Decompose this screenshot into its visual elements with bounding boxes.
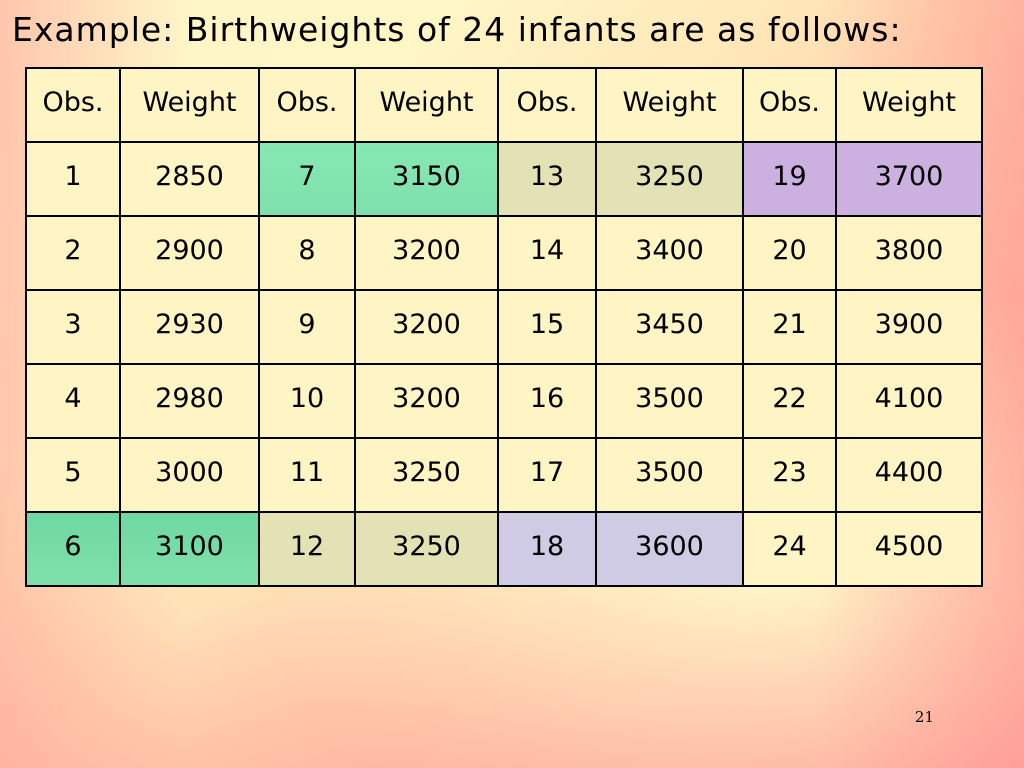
obs-cell: 8 xyxy=(258,215,356,291)
table-row: 6 3100 12 3250 18 3600 24 4500 xyxy=(25,511,983,587)
obs-cell: 13 xyxy=(497,141,597,217)
table-row: 5 3000 11 3250 17 3500 23 4400 xyxy=(25,437,983,513)
obs-cell: 6 xyxy=(25,511,121,587)
weight-cell: 2850 xyxy=(119,141,260,217)
weight-cell: 2900 xyxy=(119,215,260,291)
table-header-row: Obs. Weight Obs. Weight Obs. Weight Obs.… xyxy=(25,67,983,143)
obs-cell: 3 xyxy=(25,289,121,365)
birthweight-table: Obs. Weight Obs. Weight Obs. Weight Obs.… xyxy=(25,67,983,587)
weight-cell: 3800 xyxy=(835,215,983,291)
header-obs: Obs. xyxy=(497,67,597,143)
obs-cell: 16 xyxy=(497,363,597,439)
weight-cell: 3500 xyxy=(595,437,744,513)
weight-cell: 3150 xyxy=(354,141,499,217)
obs-cell: 23 xyxy=(742,437,837,513)
header-obs: Obs. xyxy=(25,67,121,143)
obs-cell: 9 xyxy=(258,289,356,365)
obs-cell: 15 xyxy=(497,289,597,365)
weight-cell: 3000 xyxy=(119,437,260,513)
obs-cell: 1 xyxy=(25,141,121,217)
header-obs: Obs. xyxy=(742,67,837,143)
obs-cell: 24 xyxy=(742,511,837,587)
weight-cell: 3250 xyxy=(595,141,744,217)
weight-cell: 3200 xyxy=(354,215,499,291)
table-row: 4 2980 10 3200 16 3500 22 4100 xyxy=(25,363,983,439)
obs-cell: 11 xyxy=(258,437,356,513)
weight-cell: 3900 xyxy=(835,289,983,365)
slide-title: Example: Birthweights of 24 infants are … xyxy=(12,10,902,49)
obs-cell: 19 xyxy=(742,141,837,217)
obs-cell: 14 xyxy=(497,215,597,291)
weight-cell: 3400 xyxy=(595,215,744,291)
header-weight: Weight xyxy=(119,67,260,143)
weight-cell: 3250 xyxy=(354,511,499,587)
weight-cell: 2980 xyxy=(119,363,260,439)
table-row: 1 2850 7 3150 13 3250 19 3700 xyxy=(25,141,983,217)
obs-cell: 2 xyxy=(25,215,121,291)
weight-cell: 3450 xyxy=(595,289,744,365)
weight-cell: 3250 xyxy=(354,437,499,513)
header-weight: Weight xyxy=(595,67,744,143)
weight-cell: 3600 xyxy=(595,511,744,587)
obs-cell: 12 xyxy=(258,511,356,587)
weight-cell: 3200 xyxy=(354,289,499,365)
header-obs: Obs. xyxy=(258,67,356,143)
obs-cell: 20 xyxy=(742,215,837,291)
obs-cell: 10 xyxy=(258,363,356,439)
header-weight: Weight xyxy=(354,67,499,143)
weight-cell: 3500 xyxy=(595,363,744,439)
obs-cell: 18 xyxy=(497,511,597,587)
obs-cell: 21 xyxy=(742,289,837,365)
page-number: 21 xyxy=(914,708,934,726)
table-row: 2 2900 8 3200 14 3400 20 3800 xyxy=(25,215,983,291)
table-row: 3 2930 9 3200 15 3450 21 3900 xyxy=(25,289,983,365)
weight-cell: 4100 xyxy=(835,363,983,439)
header-weight: Weight xyxy=(835,67,983,143)
obs-cell: 17 xyxy=(497,437,597,513)
obs-cell: 5 xyxy=(25,437,121,513)
obs-cell: 4 xyxy=(25,363,121,439)
weight-cell: 3700 xyxy=(835,141,983,217)
weight-cell: 3200 xyxy=(354,363,499,439)
weight-cell: 4500 xyxy=(835,511,983,587)
weight-cell: 4400 xyxy=(835,437,983,513)
obs-cell: 7 xyxy=(258,141,356,217)
weight-cell: 3100 xyxy=(119,511,260,587)
weight-cell: 2930 xyxy=(119,289,260,365)
obs-cell: 22 xyxy=(742,363,837,439)
